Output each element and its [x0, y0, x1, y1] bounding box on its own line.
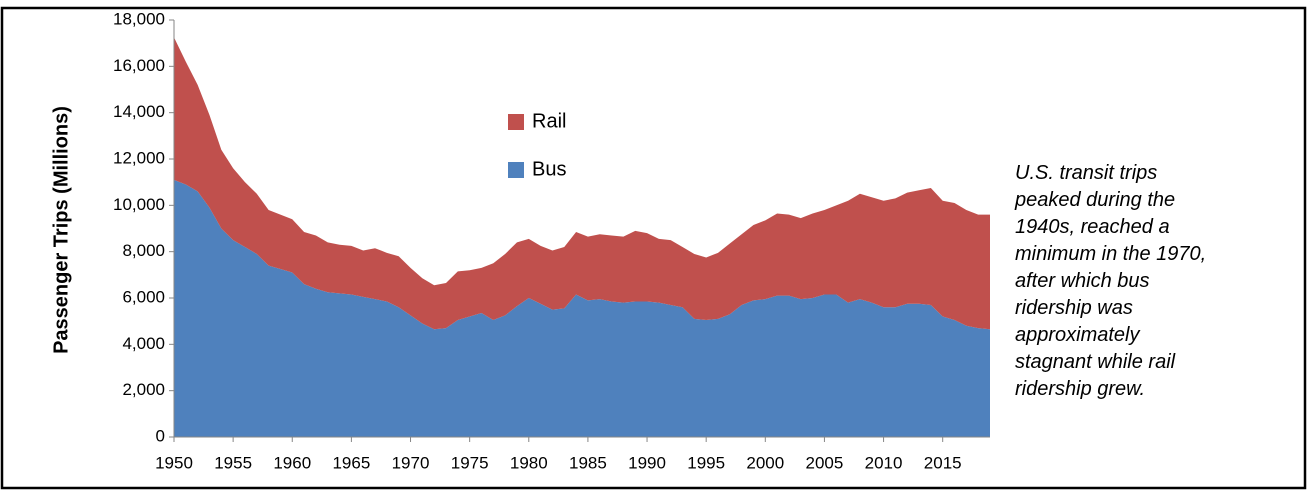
- y-tick-label: 10,000: [113, 195, 165, 214]
- y-tick-label: 12,000: [113, 148, 165, 167]
- y-tick-label: 6,000: [122, 287, 165, 306]
- x-tick-label: 2015: [924, 453, 962, 472]
- x-tick-label: 1995: [687, 453, 725, 472]
- x-tick-label: 2005: [806, 453, 844, 472]
- x-tick-label: 1965: [332, 453, 370, 472]
- x-tick-label: 1980: [510, 453, 548, 472]
- legend-swatch: [508, 114, 524, 130]
- frame: [0, 6, 1307, 490]
- area: [174, 179, 990, 437]
- legend-swatch: [508, 162, 524, 178]
- legend-label: Bus: [532, 158, 566, 180]
- x-tick-label: 1985: [569, 453, 607, 472]
- x-tick-label: 1950: [155, 453, 193, 472]
- legend-label: Rail: [532, 110, 566, 132]
- y-tick-label: 2,000: [122, 380, 165, 399]
- x-tick-label: 2000: [746, 453, 784, 472]
- y-tick-label: 18,000: [113, 9, 165, 28]
- y-tick-label: 0: [156, 426, 165, 445]
- x-tick-label: 1960: [273, 453, 311, 472]
- annotation: U.S. transit trips peaked during the 194…: [1015, 162, 1207, 400]
- y-axis-label: Passenger Trips (Millions): [50, 106, 72, 354]
- x-tick-label: 1975: [451, 453, 489, 472]
- x-tick-label: 1990: [628, 453, 666, 472]
- area: [174, 37, 990, 330]
- x-tick-label: 1970: [392, 453, 430, 472]
- x-tick-label: 1955: [214, 453, 252, 472]
- y-tick-label: 8,000: [122, 241, 165, 260]
- x-tick-label: 2010: [865, 453, 903, 472]
- y-tick-label: 16,000: [113, 56, 165, 75]
- y-tick-label: 4,000: [122, 334, 165, 353]
- y-tick-label: 14,000: [113, 102, 165, 121]
